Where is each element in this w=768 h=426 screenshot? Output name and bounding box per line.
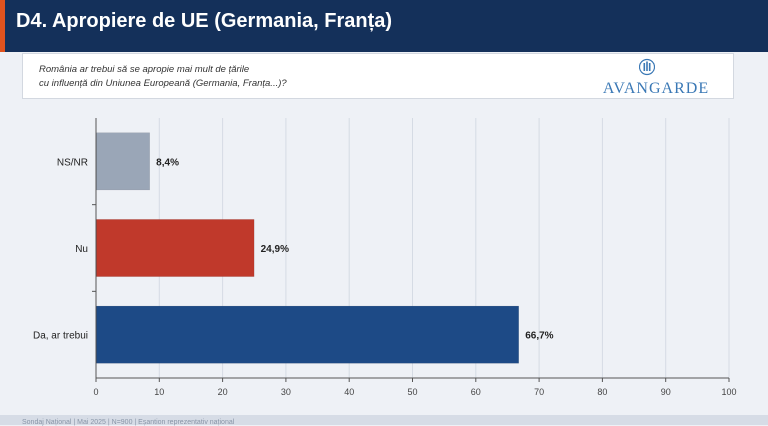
x-tick-label: 50 [407, 387, 417, 397]
x-tick-label: 100 [721, 387, 736, 397]
category-label: Nu [75, 244, 88, 255]
x-axis: 0 10 20 30 40 50 60 70 80 90 100 [92, 118, 737, 397]
avangarde-column-icon [639, 58, 655, 76]
question-line-2: cu influență din Uniunea Europeană (Germ… [39, 78, 287, 89]
labels-layer: NS/NR 8,4% Nu 24,9% Da, ar trebui 66,7% [33, 157, 554, 341]
footer-text: Sondaj Național | Mai 2025 | N=900 | Eșa… [22, 419, 235, 426]
value-label: 24,9% [261, 244, 289, 255]
x-tick-label: 60 [471, 387, 481, 397]
category-label: NS/NR [57, 157, 88, 168]
x-tick-label: 40 [344, 387, 354, 397]
bar [96, 305, 519, 364]
question-line-1: România ar trebui să se apropie mai mult… [39, 64, 250, 75]
question-box: România ar trebui să se apropie mai mult… [22, 53, 734, 99]
category-label: Da, ar trebui [33, 331, 88, 342]
x-tick-label: 90 [661, 387, 671, 397]
bar-chart: NS/NR 8,4% Nu 24,9% Da, ar trebui 66,7% 0 10 20… [33, 118, 737, 397]
x-tick-label: 20 [218, 387, 228, 397]
value-label: 8,4% [156, 157, 179, 168]
bar [96, 219, 255, 277]
avangarde-logo: AVANGARDE [591, 58, 721, 97]
x-tick-label: 80 [597, 387, 607, 397]
bar [96, 132, 150, 191]
question-text: România ar trebui să se apropie mai mult… [39, 63, 579, 91]
x-tick-label: 10 [154, 387, 164, 397]
page-title: D4. Apropiere de UE (Germania, Franța) [16, 10, 393, 32]
x-tick-label: 0 [93, 387, 98, 397]
value-label: 66,7% [525, 331, 553, 342]
header-bar: D4. Apropiere de UE (Germania, Franța) [0, 0, 768, 52]
bars-layer [96, 132, 519, 364]
header-accent [0, 0, 5, 52]
x-tick-label: 70 [534, 387, 544, 397]
logo-wordmark: AVANGARDE [602, 80, 710, 97]
footer-bar: Sondaj Național | Mai 2025 | N=900 | Eșa… [0, 415, 768, 426]
x-tick-label: 30 [281, 387, 291, 397]
